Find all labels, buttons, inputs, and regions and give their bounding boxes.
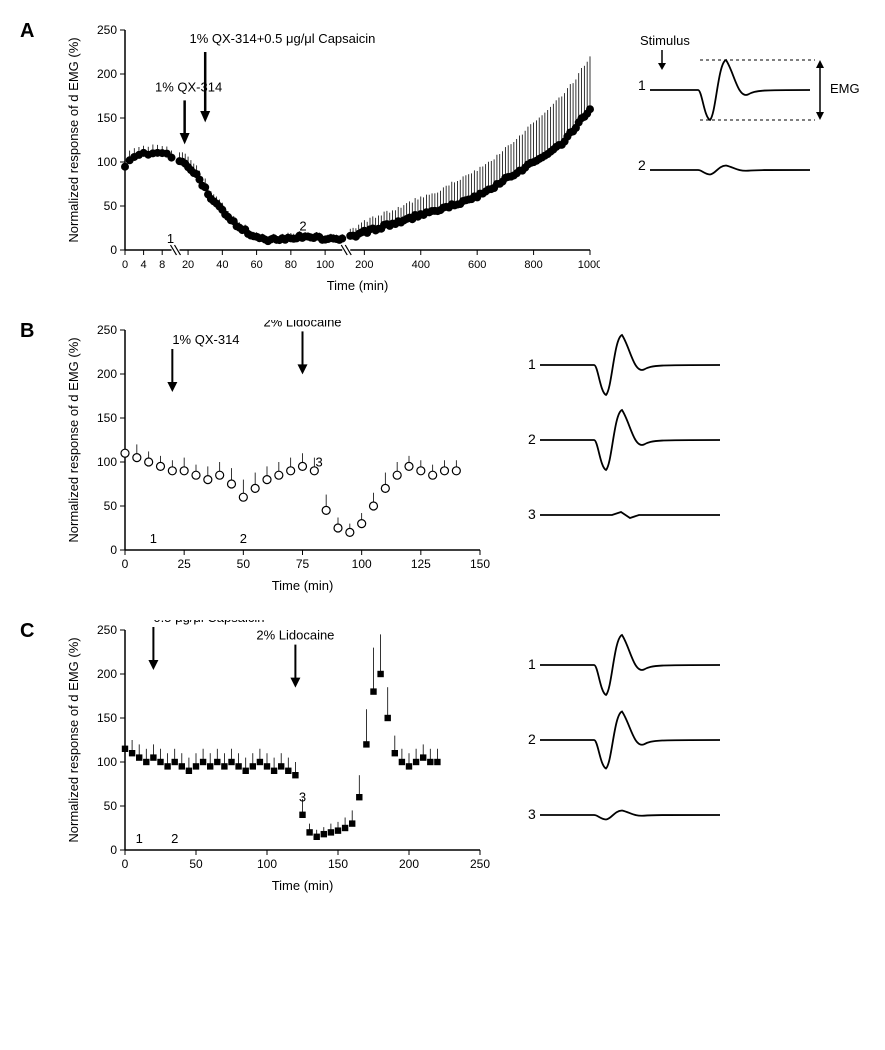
panel-c-traces: 1 2 3	[510, 620, 750, 850]
panel-c-svg: 0 50 100 150 200 250 0 50 100 150 200 250 Normalized…	[60, 620, 490, 900]
svg-text:100: 100	[97, 455, 117, 469]
svg-text:2: 2	[638, 157, 646, 173]
svg-text:250: 250	[97, 23, 117, 37]
svg-text:75: 75	[296, 557, 310, 571]
svg-text:100: 100	[316, 259, 334, 271]
svg-text:1% QX-314: 1% QX-314	[172, 332, 239, 347]
panel-a-chart: 0 50 100 150 200 250 0 48 20 40 60 80 100 200 400 600 80…	[60, 20, 600, 300]
svg-text:3: 3	[528, 806, 536, 822]
svg-text:200: 200	[355, 259, 373, 271]
svg-text:150: 150	[97, 411, 117, 425]
svg-text:20: 20	[182, 259, 194, 271]
svg-text:0: 0	[122, 259, 128, 271]
svg-text:Normalized response of d EMG (: Normalized response of d EMG (%)	[66, 337, 81, 542]
svg-text:0: 0	[122, 557, 129, 571]
svg-text:80: 80	[285, 259, 297, 271]
svg-text:200: 200	[97, 367, 117, 381]
panel-c-label: C	[20, 620, 34, 643]
svg-text:25: 25	[177, 557, 191, 571]
svg-text:1: 1	[638, 77, 646, 93]
svg-text:2: 2	[171, 831, 178, 846]
panel-b-chart: 0 50 100 150 200 250 0 25 50 75 100 125 150 Normalize…	[60, 320, 490, 600]
panel-a-svg: 0 50 100 150 200 250 0 48 20 40 60 80 100 200 400 600 80…	[60, 20, 600, 300]
svg-text:100: 100	[257, 857, 277, 871]
svg-text:1000: 1000	[578, 259, 600, 271]
svg-text:1: 1	[136, 831, 143, 846]
svg-text:1: 1	[150, 531, 157, 546]
svg-text:Stimulus: Stimulus	[640, 33, 690, 48]
panel-b-label: B	[20, 320, 34, 343]
svg-text:1: 1	[167, 231, 174, 246]
svg-text:1% QX-314+0.5 μg/μl Capsaicin: 1% QX-314+0.5 μg/μl Capsaicin	[190, 31, 376, 46]
svg-text:1% QX-314: 1% QX-314	[155, 80, 222, 95]
svg-text:1: 1	[528, 356, 536, 372]
svg-text:50: 50	[237, 557, 251, 571]
svg-text:250: 250	[470, 857, 490, 871]
svg-text:2: 2	[528, 731, 536, 747]
svg-text:125: 125	[411, 557, 431, 571]
panel-a-traces-svg: Stimulus 1 EMG 2	[620, 20, 860, 200]
svg-text:Time (min): Time (min)	[272, 878, 334, 893]
svg-text:50: 50	[104, 499, 118, 513]
svg-text:150: 150	[97, 711, 117, 725]
panel-b: B 0 50 100 150 200 250 0 25 50 75 100 125 150 Normali…	[20, 320, 885, 600]
svg-text:40: 40	[216, 259, 228, 271]
svg-text:250: 250	[97, 623, 117, 637]
svg-text:100: 100	[352, 557, 372, 571]
svg-text:250: 250	[97, 323, 117, 337]
svg-text:150: 150	[470, 557, 490, 571]
svg-text:200: 200	[97, 667, 117, 681]
svg-text:Time (min): Time (min)	[272, 578, 334, 593]
svg-text:2: 2	[240, 531, 247, 546]
svg-text:Time (min): Time (min)	[327, 278, 389, 293]
svg-text:0: 0	[110, 243, 117, 257]
svg-text:50: 50	[189, 857, 203, 871]
svg-text:200: 200	[399, 857, 419, 871]
panel-c: C 0 50 100 150 200 250 0 50 100 150 200 250 Normaliz…	[20, 620, 885, 900]
svg-text:3: 3	[299, 790, 306, 805]
figure-container: A 05010015020025004820406080100200400600…	[20, 20, 885, 900]
svg-text:50: 50	[104, 799, 118, 813]
panel-c-traces-svg: 1 2 3	[510, 620, 750, 850]
svg-text:2% Lidocaine: 2% Lidocaine	[256, 628, 334, 643]
svg-text:0: 0	[110, 543, 117, 557]
svg-text:Normalized response of d EMG (: Normalized response of d EMG (%)	[66, 37, 81, 242]
svg-text:200: 200	[97, 67, 117, 81]
svg-text:4: 4	[141, 259, 147, 271]
svg-text:8: 8	[159, 259, 165, 271]
svg-text:150: 150	[328, 857, 348, 871]
svg-text:0: 0	[122, 857, 129, 871]
svg-text:50: 50	[104, 199, 118, 213]
svg-text:100: 100	[97, 755, 117, 769]
svg-text:600: 600	[468, 259, 486, 271]
svg-text:0.5 μg/μl Capsaicin: 0.5 μg/μl Capsaicin	[153, 620, 264, 625]
panel-c-chart: 0 50 100 150 200 250 0 50 100 150 200 250 Normalized…	[60, 620, 490, 900]
svg-text:100: 100	[97, 155, 117, 169]
panel-b-traces-svg: 1 2 3	[510, 320, 750, 550]
svg-text:400: 400	[412, 259, 430, 271]
panel-b-svg: 0 50 100 150 200 250 0 25 50 75 100 125 150 Normalize…	[60, 320, 490, 600]
panel-a: A 0 50 100 150 200 250 0 48 20 40 60 80 100 200 400 600…	[20, 20, 885, 300]
panel-b-traces: 1 2 3	[510, 320, 750, 550]
svg-text:Normalized response of d EMG (: Normalized response of d EMG (%)	[66, 637, 81, 842]
svg-text:2: 2	[299, 219, 306, 234]
svg-text:60: 60	[250, 259, 262, 271]
svg-text:2% Lidocaine: 2% Lidocaine	[263, 320, 341, 329]
svg-text:3: 3	[315, 454, 322, 469]
svg-text:150: 150	[97, 111, 117, 125]
svg-text:1: 1	[528, 656, 536, 672]
svg-text:3: 3	[528, 506, 536, 522]
svg-text:0: 0	[110, 843, 117, 857]
svg-text:EMG: EMG	[830, 81, 860, 96]
svg-text:2: 2	[528, 431, 536, 447]
panel-a-traces: Stimulus 1 EMG 2	[620, 20, 860, 200]
panel-a-label: A	[20, 20, 34, 43]
svg-text:800: 800	[524, 259, 542, 271]
